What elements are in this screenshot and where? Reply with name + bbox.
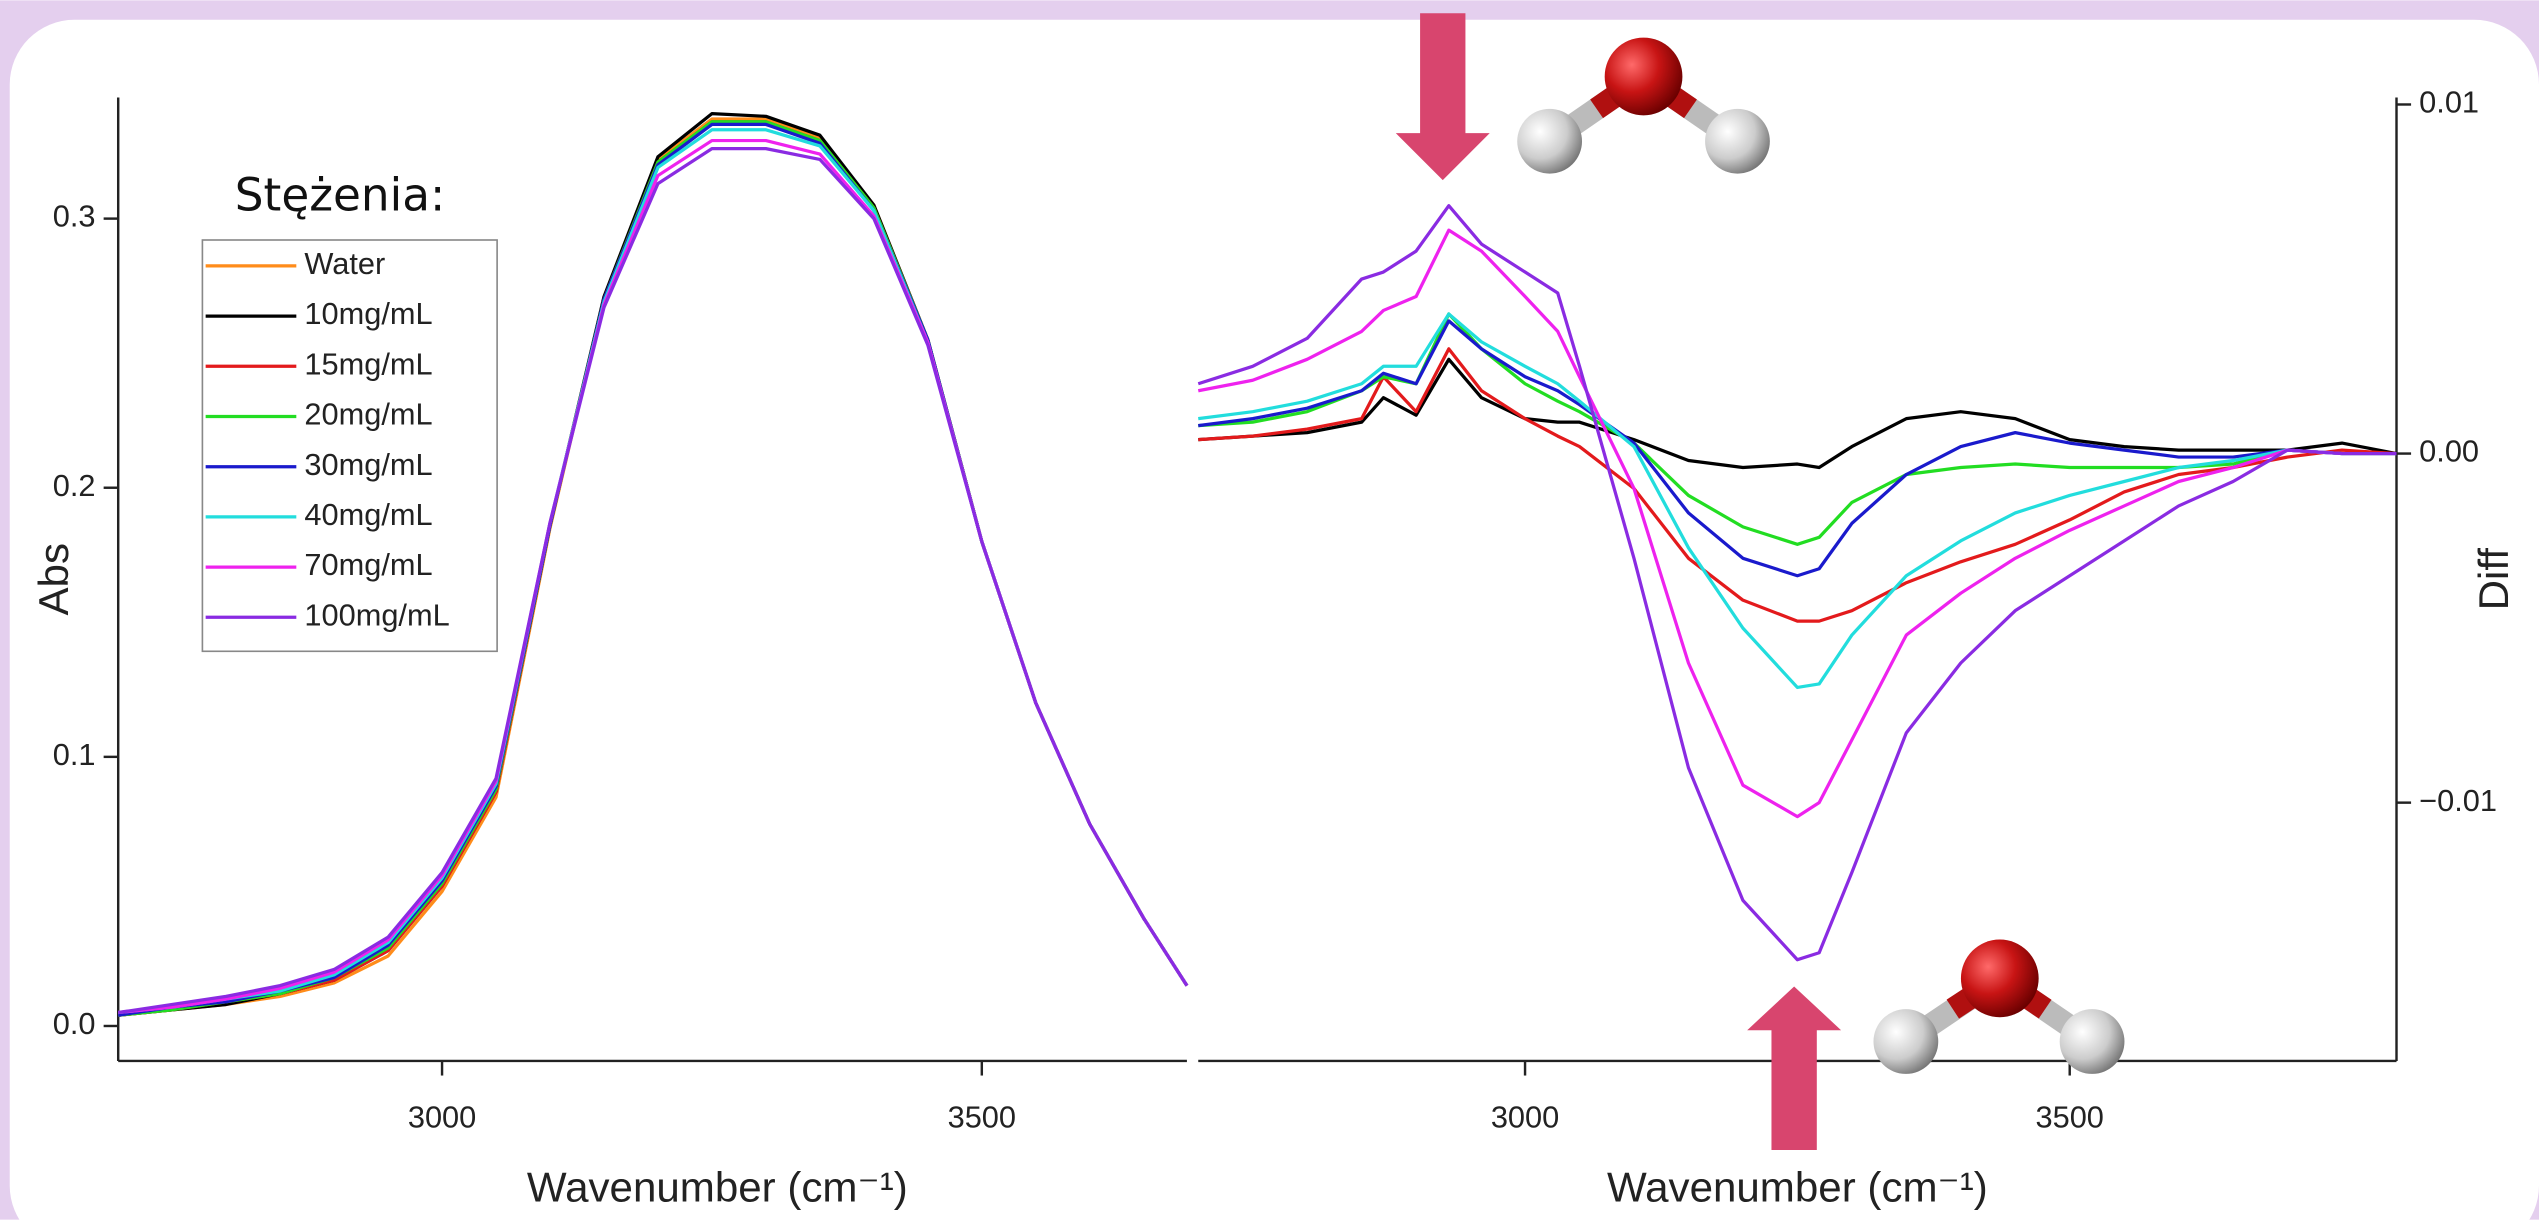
legend-label: 100mg/mL — [304, 597, 449, 632]
legend-label: Water — [304, 246, 385, 281]
panel — [9, 19, 2539, 1220]
x-tick-label: 3500 — [2035, 1099, 2103, 1134]
legend-label: 10mg/mL — [304, 296, 432, 331]
x-tick-label: 3000 — [408, 1099, 476, 1134]
y-axis-title: Diff — [2470, 548, 2517, 611]
legend-label: 30mg/mL — [304, 447, 432, 482]
legend-label: 15mg/mL — [304, 346, 432, 381]
x-tick-label: 3500 — [948, 1099, 1016, 1134]
series-line — [1198, 312, 2397, 690]
y-tick-label: 0.2 — [53, 468, 96, 503]
x-axis-title: Wavenumber (cm⁻¹) — [527, 1164, 908, 1211]
x-axis-title: Wavenumber (cm⁻¹) — [1607, 1164, 1988, 1211]
arrow-up — [1747, 986, 1842, 1151]
legend-title: Stężenia: — [235, 168, 445, 221]
series-line — [1198, 347, 2397, 623]
y-tick-label: 0.0 — [53, 1006, 96, 1041]
series-line — [1198, 357, 2397, 470]
series-line — [117, 147, 1189, 1015]
y-tick-label: 0.1 — [53, 737, 96, 772]
y-tick-label: 0.3 — [53, 199, 96, 234]
legend-label: 20mg/mL — [304, 397, 432, 432]
legend-label: 40mg/mL — [304, 497, 432, 532]
series-line — [1197, 228, 2397, 819]
plot-area: 3000 3500 0.0 0.1 0.2 0.3 Wavenumber (cm⁻¹) Abs… — [30, 85, 2517, 1211]
water-molecule — [1873, 939, 2125, 1074]
legend-box — [201, 239, 498, 653]
y-tick-label: 0.00 — [2419, 434, 2479, 469]
water-molecule — [1517, 37, 1770, 174]
series-line — [1198, 319, 2397, 578]
x-tick-label: 3000 — [1491, 1099, 1559, 1134]
y-tick-label: 0.01 — [2419, 85, 2479, 120]
y-tick-label: −0.01 — [2419, 783, 2497, 818]
series-line — [1197, 204, 2397, 962]
series-line — [1198, 312, 2397, 546]
arrow-down — [1395, 13, 1490, 181]
legend-label: 70mg/mL — [304, 547, 432, 582]
y-axis-title: Abs — [30, 543, 77, 616]
